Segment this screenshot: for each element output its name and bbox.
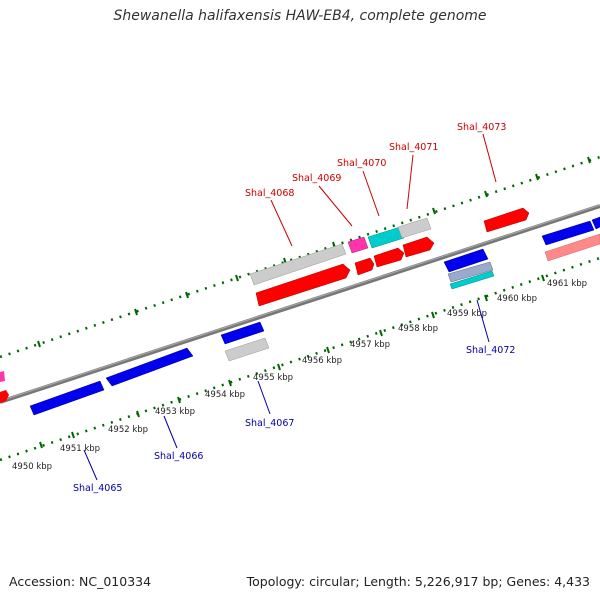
tick-label: 4953 kbp xyxy=(155,407,195,417)
gene-pseudo xyxy=(224,337,270,362)
gene-forward xyxy=(402,236,435,258)
gene-label: Shal_4065 xyxy=(73,483,122,494)
gene-reverse xyxy=(541,220,595,246)
genome-backbone xyxy=(0,204,600,404)
gene-other xyxy=(0,371,5,382)
genome-summary-text: Topology: circular; Length: 5,226,917 bp… xyxy=(246,574,590,589)
gene-pseudo xyxy=(447,261,494,283)
genome-backbone-highlight xyxy=(0,204,600,402)
gene-label: Shal_4070 xyxy=(337,158,386,169)
gene-label: Shal_4068 xyxy=(245,188,294,199)
major-ticks xyxy=(37,156,591,449)
tick-labels: 4950 kbp 4951 kbp 4952 kbp 4953 kbp 4954… xyxy=(12,279,587,472)
page-title: Shewanella halifaxensis HAW-EB4, complet… xyxy=(113,8,487,24)
gene-forward xyxy=(483,207,530,233)
tick-label: 4958 kbp xyxy=(398,324,438,334)
tick-label: 4955 kbp xyxy=(253,373,293,383)
gene-reverse xyxy=(591,216,600,230)
gene-reverse xyxy=(29,380,105,416)
gene-reverse xyxy=(443,248,489,273)
gene-other xyxy=(347,236,369,254)
gene-forward xyxy=(0,390,9,403)
gene-label: Shal_4072 xyxy=(466,345,515,356)
gene-label: Shal_4069 xyxy=(292,173,341,184)
gene-pseudo xyxy=(249,243,347,286)
gene-rna xyxy=(367,226,405,249)
tick-label: 4951 kbp xyxy=(60,444,100,454)
gene-rna xyxy=(449,270,495,290)
inner-tick-track xyxy=(0,256,600,462)
tick-label: 4957 kbp xyxy=(350,340,390,350)
gene-reverse xyxy=(105,347,194,387)
gene-label: Shal_4071 xyxy=(389,142,438,153)
gene-reverse xyxy=(220,321,265,345)
gene-forward xyxy=(255,263,351,307)
gene-label: Shal_4066 xyxy=(154,451,203,462)
tick-label: 4950 kbp xyxy=(12,462,52,472)
gene-light xyxy=(544,233,600,262)
tick-label: 4952 kbp xyxy=(108,425,148,435)
tick-label: 4954 kbp xyxy=(205,390,245,400)
label-leaders xyxy=(83,133,497,481)
accession-text: Accession: NC_010334 xyxy=(9,574,152,589)
tick-label: 4956 kbp xyxy=(302,356,342,366)
gene-forward xyxy=(354,257,375,276)
gene-label: Shal_4073 xyxy=(457,122,506,133)
outer-tick-track xyxy=(0,155,600,359)
gene-forward xyxy=(373,247,405,268)
gene-labels: Shal_4065 Shal_4066 Shal_4067 Shal_4068 … xyxy=(73,122,515,494)
tick-label: 4960 kbp xyxy=(497,294,537,304)
gene-features xyxy=(0,207,600,416)
gene-pseudo xyxy=(397,217,432,239)
tick-label: 4959 kbp xyxy=(447,309,487,319)
tick-label: 4961 kbp xyxy=(547,279,587,289)
gene-label: Shal_4067 xyxy=(245,418,294,429)
